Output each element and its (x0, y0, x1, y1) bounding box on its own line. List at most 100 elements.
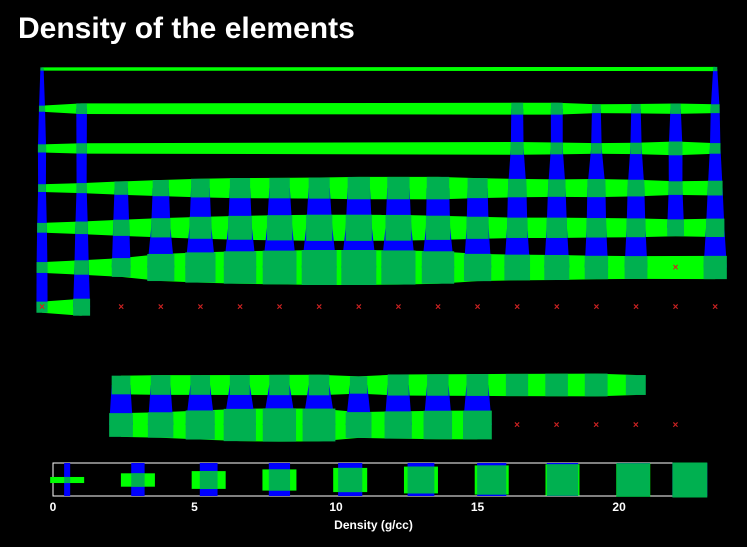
main-missing-marker: × (39, 302, 45, 313)
main-v-band (76, 108, 87, 149)
legend-center (616, 463, 650, 497)
main-h-band (556, 179, 597, 198)
main-element-cell (229, 178, 251, 199)
main-missing-marker: × (475, 302, 481, 313)
legend-tick-label: 0 (49, 500, 57, 514)
main-element-cell (668, 141, 683, 156)
main-v-band (709, 108, 721, 149)
main-h-band (42, 260, 82, 275)
main-v-band (75, 188, 88, 228)
main-element-cell (74, 260, 89, 275)
main-element-cell (550, 142, 563, 155)
main-element-cell (345, 214, 372, 241)
fblock-missing-marker: × (554, 420, 560, 431)
main-v-band (74, 227, 89, 268)
legend-tick-label: 5 (191, 500, 198, 514)
fblock-element-cell (545, 373, 568, 397)
main-element-cell (191, 178, 210, 198)
main-h-band (160, 178, 201, 198)
fblock-element-cell (625, 375, 646, 395)
main-missing-marker: × (395, 302, 401, 313)
main-v-band (591, 108, 602, 149)
main-element-cell (507, 217, 528, 238)
main-v-band (111, 227, 131, 268)
main-element-cell (550, 102, 563, 115)
main-element-cell (111, 258, 131, 277)
main-element-cell (467, 178, 488, 199)
main-element-cell (546, 217, 567, 238)
main-element-cell (586, 218, 607, 238)
legend-center (477, 465, 507, 495)
main-h-band (675, 103, 716, 114)
main-v-band (667, 188, 685, 228)
main-element-cell (544, 254, 570, 281)
fblock-missing-marker: × (633, 420, 639, 431)
main-element-cell (584, 255, 609, 280)
legend-center (407, 466, 435, 494)
fblock-element-cell (185, 410, 215, 440)
main-element-cell (147, 253, 175, 282)
main-missing-marker: × (277, 302, 283, 313)
main-element-cell (114, 181, 128, 195)
main-missing-marker: × (316, 302, 322, 313)
main-v-band (710, 69, 720, 109)
main-v-band (550, 108, 563, 149)
main-missing-marker: × (673, 302, 679, 313)
main-v-band (73, 267, 91, 308)
main-v-band (668, 108, 683, 149)
main-element-cell (463, 253, 492, 282)
main-element-cell (341, 250, 377, 285)
main-element-cell (73, 298, 91, 316)
main-missing-marker: × (435, 302, 441, 313)
main-h-band (42, 298, 82, 316)
main-element-cell (508, 178, 527, 198)
main-h-band (636, 141, 676, 156)
main-missing-marker: × (712, 302, 718, 313)
main-element-cell (591, 104, 601, 114)
main-v-band (508, 148, 527, 189)
main-h-band (81, 181, 122, 195)
main-v-band (37, 148, 47, 189)
fblock-element-cell (190, 375, 211, 395)
main-v-band (627, 148, 645, 189)
main-element-cell (36, 262, 48, 273)
fblock-element-cell (262, 408, 297, 442)
main-h-band (42, 183, 82, 194)
main-element-cell (76, 143, 87, 154)
fblock-element-cell (269, 374, 290, 396)
fblock-element-cell (427, 374, 449, 396)
main-element-cell (38, 184, 46, 192)
main-element-cell (466, 216, 489, 239)
main-h-band (81, 142, 518, 155)
main-v-band (707, 148, 723, 189)
main-missing-marker: × (593, 302, 599, 313)
fblock-element-cell (111, 375, 131, 395)
main-h-band (517, 142, 557, 155)
main-h-band (636, 255, 716, 280)
main-missing-marker: × (197, 302, 203, 313)
main-h-band (517, 178, 557, 198)
legend-tick-label: 10 (329, 500, 343, 514)
main-v-band (113, 188, 130, 228)
main-element-cell (152, 180, 169, 197)
fblock-element-cell (147, 412, 174, 438)
main-element-cell (301, 250, 337, 285)
fblock-missing-marker: × (514, 420, 520, 431)
main-element-cell (185, 252, 216, 283)
main-h-band (556, 102, 597, 115)
legend-center (131, 473, 145, 487)
main-element-cell (421, 251, 455, 284)
density-legend (50, 462, 708, 498)
main-element-cell (269, 177, 290, 199)
fblock-element-cell (387, 374, 409, 396)
legend-center (64, 476, 71, 484)
main-element-cell (631, 103, 641, 114)
main-element-cell (626, 218, 646, 238)
legend-center (268, 469, 291, 491)
fblock-element-cell (505, 373, 529, 397)
main-element-cell (587, 179, 606, 198)
main-h-band (42, 143, 82, 154)
main-element-cell (707, 180, 723, 196)
main-element-cell (627, 179, 645, 197)
main-element-cell (385, 214, 412, 241)
